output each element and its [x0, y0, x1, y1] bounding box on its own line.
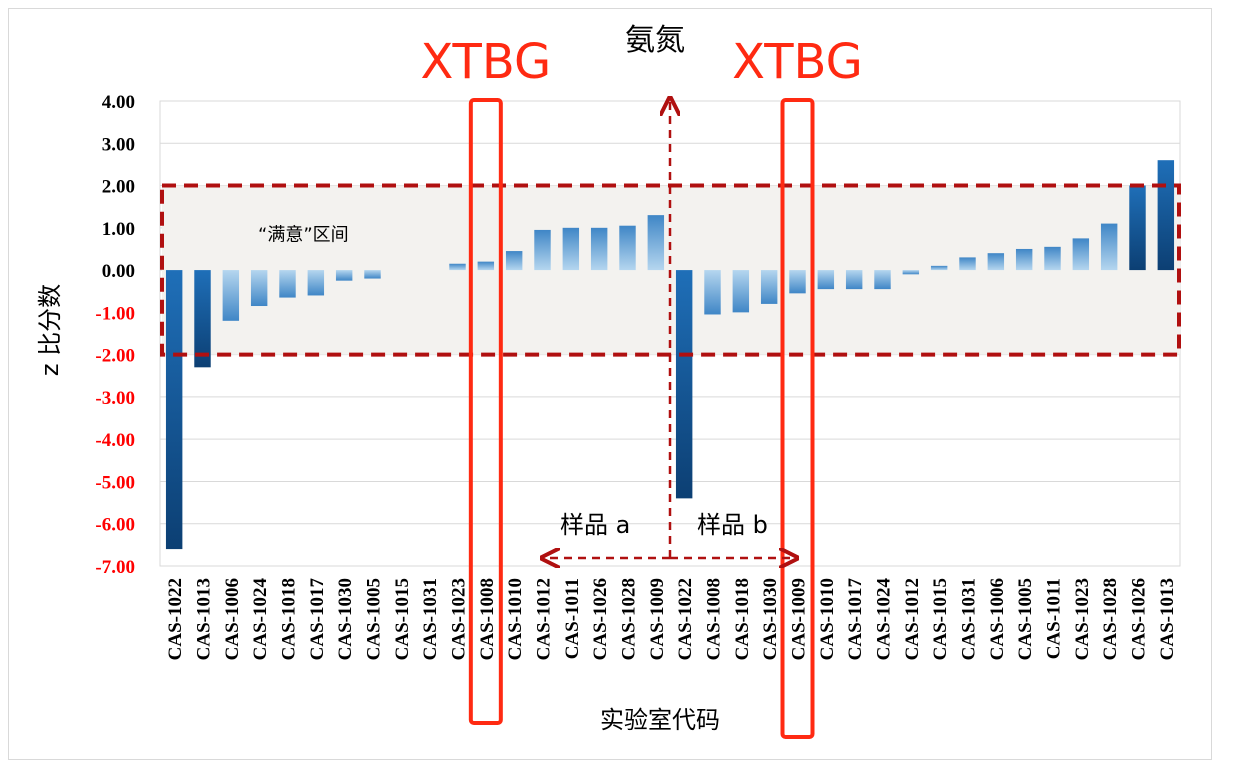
bar: [817, 270, 835, 290]
y-tick-label: 0.00: [102, 261, 135, 282]
x-tick-label: CAS-1023: [1072, 578, 1093, 660]
x-tick-label: CAS-1006: [987, 578, 1008, 660]
x-tick-label: CAS-1009: [789, 578, 810, 660]
x-tick-label: CAS-1023: [449, 578, 470, 660]
x-tick-label: CAS-1022: [165, 578, 186, 660]
bar: [194, 270, 211, 368]
bar: [505, 251, 523, 271]
y-tick-label: -7.00: [95, 557, 135, 578]
x-tick-label: CAS-1018: [732, 578, 753, 660]
x-tick-label: CAS-1028: [1100, 578, 1121, 660]
x-tick-label: CAS-1018: [279, 578, 300, 660]
x-tick-label: CAS-1012: [534, 578, 555, 660]
x-tick-label: CAS-1013: [1157, 578, 1178, 660]
bar: [590, 227, 608, 271]
x-tick-label: CAS-1009: [647, 578, 668, 660]
y-axis-ticks: 4.00 3.00 2.00 1.00 0.00 -1.00 -2.00 -3.00 -4.00…: [95, 92, 135, 578]
x-tick-label: CAS-1031: [959, 578, 980, 660]
bar: [647, 215, 665, 271]
x-tick-label: CAS-1017: [845, 578, 866, 661]
bar: [250, 270, 268, 307]
x-tick-label: CAS-1030: [335, 578, 356, 660]
x-tick-label: CAS-1017: [307, 578, 328, 661]
bar: [222, 270, 240, 321]
x-tick-label: CAS-1010: [817, 578, 838, 660]
y-tick-label: 2.00: [102, 177, 135, 198]
y-tick-label: -3.00: [95, 388, 135, 409]
highlight-box: [468, 98, 503, 725]
y-tick-label: -5.00: [95, 472, 135, 493]
bar: [1015, 248, 1033, 271]
bar: [562, 227, 580, 271]
y-tick-label: 3.00: [102, 134, 135, 155]
y-axis-title: z 比分数: [36, 284, 64, 376]
bar: [675, 270, 693, 499]
y-tick-label: -4.00: [95, 430, 135, 451]
bar: [1044, 246, 1061, 271]
sample-a-label: 样品 a: [560, 511, 630, 539]
x-axis-ticks: CAS-1022 CAS-1013 CAS-1006 CAS-1024 CAS-1018…: [165, 578, 1178, 661]
bar: [1100, 223, 1118, 271]
x-tick-label: CAS-1030: [760, 578, 781, 660]
bar: [364, 270, 381, 279]
satisfactory-zone-label: “满意”区间: [258, 225, 349, 246]
bar: [307, 270, 325, 296]
bar: [845, 270, 863, 290]
bar: [1157, 160, 1175, 271]
x-tick-label: CAS-1011: [562, 578, 583, 659]
x-tick-label: CAS-1006: [222, 578, 243, 660]
x-tick-label: CAS-1022: [675, 578, 696, 660]
bar: [704, 270, 721, 315]
x-tick-label: CAS-1028: [619, 578, 640, 660]
bar: [732, 270, 750, 313]
bar: [279, 270, 296, 298]
bar: [619, 225, 636, 271]
x-axis-title: 实验室代码: [600, 706, 720, 734]
x-tick-label: CAS-1015: [930, 578, 951, 660]
y-tick-label: 1.00: [102, 219, 135, 240]
bar: [1129, 185, 1146, 271]
x-tick-label: CAS-1008: [477, 578, 498, 660]
y-tick-label: 4.00: [102, 92, 135, 113]
chart-title: 氨氮: [625, 23, 685, 58]
bar: [930, 265, 948, 271]
bar: [789, 270, 806, 294]
y-tick-label: -1.00: [95, 303, 135, 324]
bar: [959, 257, 976, 271]
x-tick-label: CAS-1005: [1015, 578, 1036, 660]
y-tick-label: -2.00: [95, 346, 135, 367]
bar: [987, 253, 1005, 271]
chart-frame: [8, 8, 1212, 760]
highlight-box: [780, 98, 815, 739]
x-tick-label: CAS-1026: [1129, 578, 1150, 660]
x-tick-label: CAS-1012: [902, 578, 923, 660]
x-tick-label: CAS-1008: [704, 578, 725, 660]
x-tick-label: CAS-1005: [364, 578, 385, 660]
bar: [1072, 238, 1090, 271]
highlight-label-right: XTBG: [732, 34, 863, 90]
bar: [335, 270, 353, 281]
x-tick-label: CAS-1026: [590, 578, 611, 660]
bar: [874, 270, 891, 290]
x-tick-label: CAS-1031: [420, 578, 441, 660]
x-tick-label: CAS-1024: [874, 578, 895, 661]
x-tick-label: CAS-1024: [250, 578, 271, 661]
bar: [902, 270, 920, 275]
x-tick-label: CAS-1013: [194, 578, 215, 660]
bars: [165, 160, 1175, 550]
bar: [477, 261, 495, 271]
bar: [760, 270, 778, 304]
bar: [534, 229, 551, 271]
y-tick-label: -6.00: [95, 515, 135, 536]
x-tick-label: CAS-1010: [505, 578, 526, 660]
sample-b-label: 样品 b: [697, 511, 768, 539]
bar: [165, 270, 183, 550]
x-tick-label: CAS-1015: [392, 578, 413, 660]
highlight-label-left: XTBG: [421, 34, 552, 90]
highlight-boxes: [468, 98, 815, 739]
bar: [449, 263, 466, 271]
x-tick-label: CAS-1011: [1044, 578, 1065, 659]
